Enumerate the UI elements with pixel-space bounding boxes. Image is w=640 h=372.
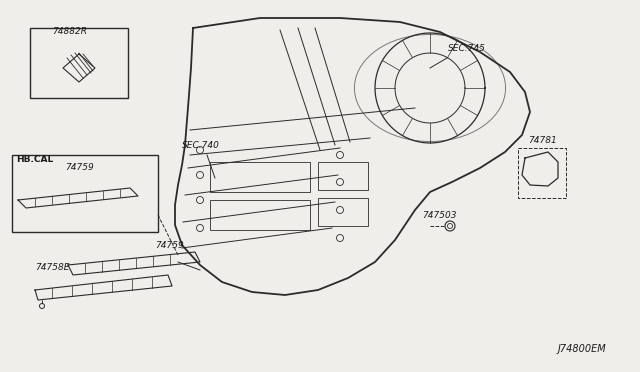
Text: HB.CAL: HB.CAL — [16, 155, 53, 164]
Text: SEC.745: SEC.745 — [448, 44, 486, 53]
Bar — [30, 28, 128, 98]
Bar — [318, 198, 368, 226]
Text: 74882R: 74882R — [52, 27, 87, 36]
Text: J74800EM: J74800EM — [558, 344, 607, 354]
Bar — [318, 162, 368, 190]
Bar — [210, 162, 310, 192]
Bar — [518, 148, 566, 198]
Text: 74759: 74759 — [65, 163, 93, 172]
Text: 74758E: 74758E — [35, 263, 70, 272]
Text: 74781: 74781 — [528, 136, 557, 145]
Text: SEC.740: SEC.740 — [182, 141, 220, 150]
Text: 74759: 74759 — [155, 241, 184, 250]
Bar — [210, 200, 310, 230]
Bar — [12, 155, 158, 232]
Text: 747503: 747503 — [422, 211, 456, 220]
